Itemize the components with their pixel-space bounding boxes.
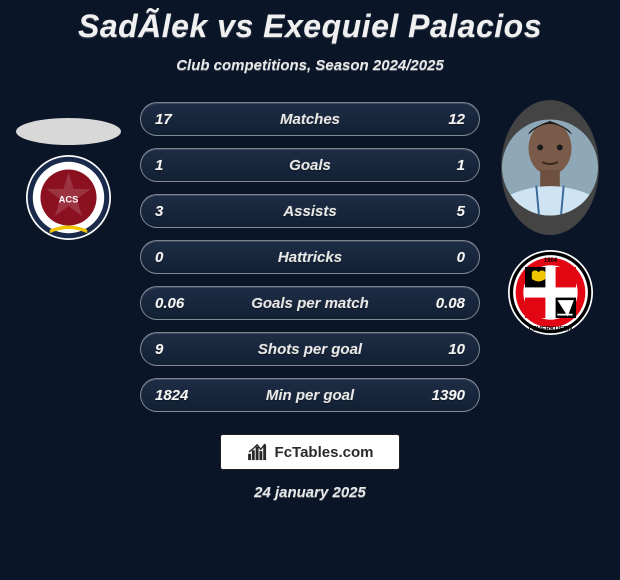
stat-left-value: 9 — [155, 341, 163, 358]
stat-row: 17 Matches 12 — [140, 102, 480, 136]
page-subtitle: Club competitions, Season 2024/2025 — [0, 57, 620, 74]
stat-right-value: 1 — [457, 157, 465, 174]
stat-row: 0 Hattricks 0 — [140, 240, 480, 274]
stat-label: Shots per goal — [141, 341, 479, 358]
stat-right-value: 1390 — [432, 387, 465, 404]
stat-right-value: 10 — [448, 341, 465, 358]
stat-row: 0.06 Goals per match 0.08 — [140, 286, 480, 320]
stat-label: Matches — [141, 111, 479, 128]
stat-label: Goals per match — [141, 295, 479, 312]
stat-right-value: 12 — [448, 111, 465, 128]
stat-left-value: 0.06 — [155, 295, 184, 312]
stat-label: Assists — [141, 203, 479, 220]
svg-text:LEVERKUSEN: LEVERKUSEN — [528, 326, 572, 333]
stat-right-value: 0 — [457, 249, 465, 266]
bar-chart-icon — [247, 443, 269, 461]
stat-right-value: 0.08 — [436, 295, 465, 312]
stat-left-value: 1824 — [155, 387, 188, 404]
stat-row: 1 Goals 1 — [140, 148, 480, 182]
page-title: SadÃ­lek vs Exequiel Palacios — [0, 8, 620, 45]
stat-right-value: 5 — [457, 203, 465, 220]
player-left-photo — [16, 118, 121, 145]
stat-label: Hattricks — [141, 249, 479, 266]
club-left-badge: ACS — [26, 155, 111, 240]
stat-row: 9 Shots per goal 10 — [140, 332, 480, 366]
player-right-photo — [501, 100, 599, 235]
stat-left-value: 0 — [155, 249, 163, 266]
svg-text:1904: 1904 — [543, 258, 557, 264]
svg-text:ACS: ACS — [58, 195, 78, 205]
branding-badge: FcTables.com — [220, 434, 400, 470]
club-right-badge: 1904 LEVERKUSEN — [508, 250, 593, 335]
sparta-praha-icon: ACS — [26, 155, 111, 240]
stats-table: 17 Matches 12 1 Goals 1 3 Assists 5 0 Ha… — [140, 102, 480, 412]
stat-left-value: 3 — [155, 203, 163, 220]
stat-row: 3 Assists 5 — [140, 194, 480, 228]
bayer-leverkusen-icon: 1904 LEVERKUSEN — [508, 250, 593, 335]
stat-left-value: 1 — [155, 157, 163, 174]
stat-left-value: 17 — [155, 111, 172, 128]
stat-label: Goals — [141, 157, 479, 174]
stat-label: Min per goal — [141, 387, 479, 404]
branding-text: FcTables.com — [275, 444, 374, 461]
page-date: 24 january 2025 — [0, 484, 620, 501]
stat-row: 1824 Min per goal 1390 — [140, 378, 480, 412]
